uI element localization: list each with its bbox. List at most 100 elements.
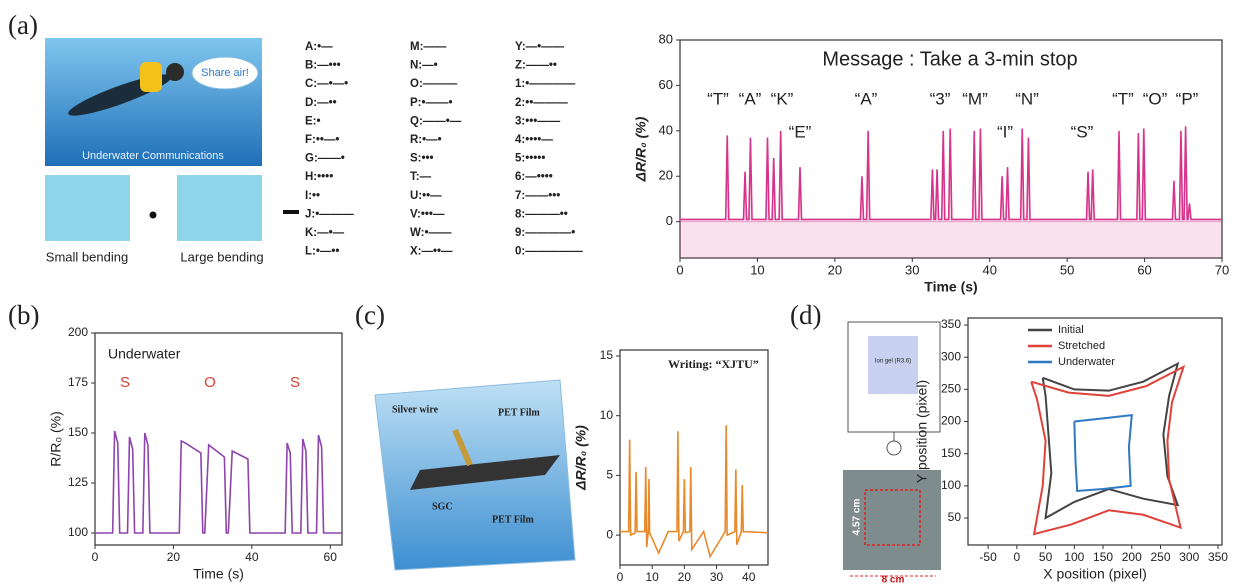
morse-entry: 3:•••——: [515, 115, 561, 127]
gel-label: Ion gel (R3.6): [875, 359, 911, 365]
photo-label: Small bending: [46, 249, 128, 264]
line: [620, 425, 768, 556]
plot-frame: [968, 318, 1222, 545]
morse-entry: A:•—: [305, 41, 333, 53]
page: {"panel_labels": ["(a)", "(b)", "(c)", "…: [0, 0, 1234, 585]
panel-label: (d): [790, 300, 821, 330]
tank-icon: [140, 62, 162, 92]
y-tick-label: 40: [659, 122, 673, 137]
morse-entry: 1:•————: [515, 78, 576, 90]
x-tick-label: 60: [324, 550, 338, 564]
y-tick-label: 10: [600, 408, 614, 422]
annotation: “A”: [855, 89, 878, 108]
legend-label: Stretched: [1058, 340, 1105, 352]
legend-label: Underwater: [1058, 356, 1115, 368]
morse-entry: Y:—•——: [515, 41, 565, 53]
y-tick-label: 150: [68, 425, 88, 439]
annotation: “M”: [962, 89, 988, 108]
tank-label: SGC: [432, 501, 453, 512]
x-tick-label: 60: [1137, 262, 1151, 277]
x-tick-label: 0: [1014, 550, 1021, 564]
morse-entry: U:••—: [410, 190, 442, 202]
speech-text: Share air!: [201, 67, 249, 79]
y-axis-label: ΔR/R₀ (%): [573, 425, 589, 491]
legend-label: Initial: [1058, 324, 1084, 336]
x-tick-label: 50: [1039, 550, 1053, 564]
morse-entry: D:—••: [305, 97, 337, 109]
y-tick-label: 0: [606, 527, 613, 541]
y-tick-label: 200: [68, 325, 88, 339]
source: [887, 441, 901, 455]
x-tick-label: 40: [245, 550, 259, 564]
tank-label: PET Film: [498, 407, 540, 418]
y-axis-label: Y position (pixel): [914, 380, 930, 483]
x-tick-label: 350: [1208, 550, 1228, 564]
line: [680, 126, 1222, 219]
tank-label: PET Film: [492, 514, 534, 525]
annotation: Writing: “XJTU”: [668, 357, 759, 371]
figure: (a) (b) (c) (d) Share air! Underwater Co…: [0, 0, 1234, 585]
morse-entry: R:•—•: [410, 134, 442, 146]
y-tick-label: 60: [659, 77, 673, 92]
x-tick-label: -50: [979, 550, 997, 564]
morse-entry: V:•••—: [410, 208, 445, 220]
y-tick-label: 15: [600, 348, 614, 362]
line: [95, 431, 342, 533]
x-axis-label: Time (s): [924, 279, 977, 295]
x-tick-label: 250: [1150, 550, 1170, 564]
x-tick-label: 150: [1093, 550, 1113, 564]
morse-entry: W:•——: [410, 227, 452, 239]
x-tick-label: 20: [678, 570, 692, 584]
morse-entry: G:——•: [305, 153, 345, 165]
y-axis-label: R/R₀ (%): [48, 411, 64, 467]
morse-entry: 9:————•: [515, 227, 575, 239]
x-tick-label: 0: [92, 550, 99, 564]
y-tick-label: 125: [68, 475, 88, 489]
dot-symbol: [150, 212, 157, 219]
annotation: “K”: [771, 89, 794, 108]
morse-entry: X:—••—: [410, 246, 453, 258]
y-tick-label: 300: [941, 349, 961, 363]
annotation: Underwater: [108, 346, 181, 362]
x-tick-label: 40: [742, 570, 756, 584]
panel-label: (a): [8, 10, 38, 40]
y-tick-label: 175: [68, 375, 88, 389]
y-tick-label: 20: [659, 168, 673, 183]
morse-entry: 0:—————: [515, 246, 583, 258]
x-tick-label: 100: [1064, 550, 1084, 564]
morse-entry: K:—•—: [305, 227, 345, 239]
morse-entry: T:—: [410, 171, 432, 183]
morse-entry: E:•: [305, 115, 321, 127]
x-tick-label: 10: [750, 262, 764, 277]
morse-entry: P:•——•: [410, 97, 453, 109]
y-tick-label: 250: [941, 382, 961, 396]
y-tick-label: 80: [659, 31, 673, 46]
dash-symbol: [283, 210, 299, 214]
plot-frame: [620, 350, 768, 565]
morse-entry: Z:——••: [515, 60, 557, 72]
annotation: “3”: [930, 89, 951, 108]
annotation: S: [290, 374, 300, 391]
morse-entry: J:•———: [305, 208, 354, 220]
dimension-label: 8 cm: [882, 575, 905, 585]
annotation: “E”: [789, 122, 812, 141]
chart-title: Message : Take a 3-min stop: [822, 48, 1077, 70]
plot-frame: [95, 333, 342, 545]
morse-entry: F:••—•: [305, 134, 339, 146]
line: [1074, 415, 1131, 491]
morse-entry: 6:—••••: [515, 171, 553, 183]
y-axis-label: ΔR/R₀ (%): [633, 116, 649, 182]
x-tick-label: 20: [828, 262, 842, 277]
y-tick-label: 50: [948, 510, 962, 524]
y-tick-label: 100: [941, 478, 961, 492]
annotation: “T”: [707, 89, 729, 108]
y-tick-label: 100: [68, 525, 88, 539]
morse-entry: M:——: [410, 41, 447, 53]
x-tick-label: 30: [710, 570, 724, 584]
y-tick-label: 150: [941, 446, 961, 460]
x-tick-label: 30: [905, 262, 919, 277]
morse-entry: O:———: [410, 78, 458, 90]
x-axis-label: Time (s): [193, 566, 244, 582]
y-tick-label: 350: [941, 317, 961, 331]
annotation: O: [204, 374, 216, 391]
